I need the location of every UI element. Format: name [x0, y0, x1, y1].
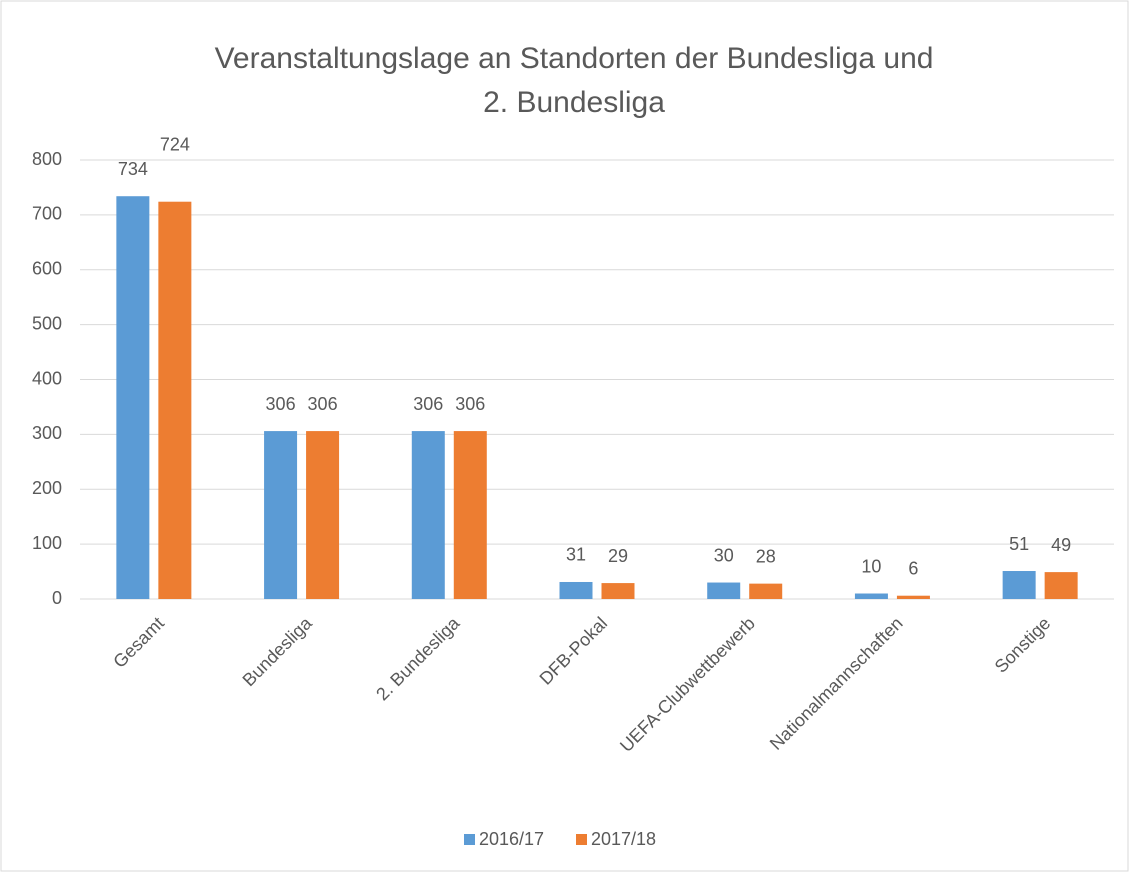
- legend-swatch: [464, 834, 475, 845]
- legend-label: 2017/18: [591, 829, 656, 849]
- data-label: 724: [160, 134, 190, 154]
- legend-label: 2016/17: [479, 829, 544, 849]
- bar: [601, 583, 635, 599]
- y-tick-label: 400: [32, 368, 62, 388]
- data-label: 306: [413, 394, 443, 414]
- data-label: 306: [455, 394, 485, 414]
- bar: [264, 431, 298, 599]
- data-label: 306: [308, 394, 338, 414]
- chart-title: Veranstaltungslage an Standorten der Bun…: [215, 42, 934, 75]
- data-label: 29: [608, 546, 628, 566]
- bar: [306, 431, 340, 599]
- data-label: 6: [908, 558, 918, 578]
- bar: [854, 593, 888, 599]
- bar: [158, 201, 192, 599]
- y-tick-label: 100: [32, 533, 62, 553]
- bar: [1002, 571, 1036, 599]
- bar: [749, 583, 783, 599]
- bar: [707, 582, 741, 599]
- bar: [411, 431, 445, 599]
- data-label: 306: [266, 394, 296, 414]
- bar: [453, 431, 487, 599]
- y-tick-label: 300: [32, 423, 62, 443]
- bar: [559, 581, 593, 599]
- y-tick-label: 600: [32, 259, 62, 279]
- bar: [116, 196, 150, 599]
- y-tick-label: 200: [32, 478, 62, 498]
- chart-title: 2. Bundesliga: [483, 86, 665, 119]
- y-tick-label: 800: [32, 149, 62, 169]
- data-label: 51: [1009, 534, 1029, 554]
- y-tick-label: 500: [32, 313, 62, 333]
- data-label: 49: [1051, 535, 1071, 555]
- data-label: 10: [861, 556, 881, 576]
- bar: [1044, 572, 1078, 599]
- data-label: 734: [118, 159, 148, 179]
- y-tick-label: 0: [52, 588, 62, 608]
- y-tick-label: 700: [32, 204, 62, 224]
- bar: [896, 595, 930, 599]
- data-label: 30: [714, 545, 734, 565]
- data-label: 31: [566, 545, 586, 565]
- legend-swatch: [576, 834, 587, 845]
- data-label: 28: [756, 546, 776, 566]
